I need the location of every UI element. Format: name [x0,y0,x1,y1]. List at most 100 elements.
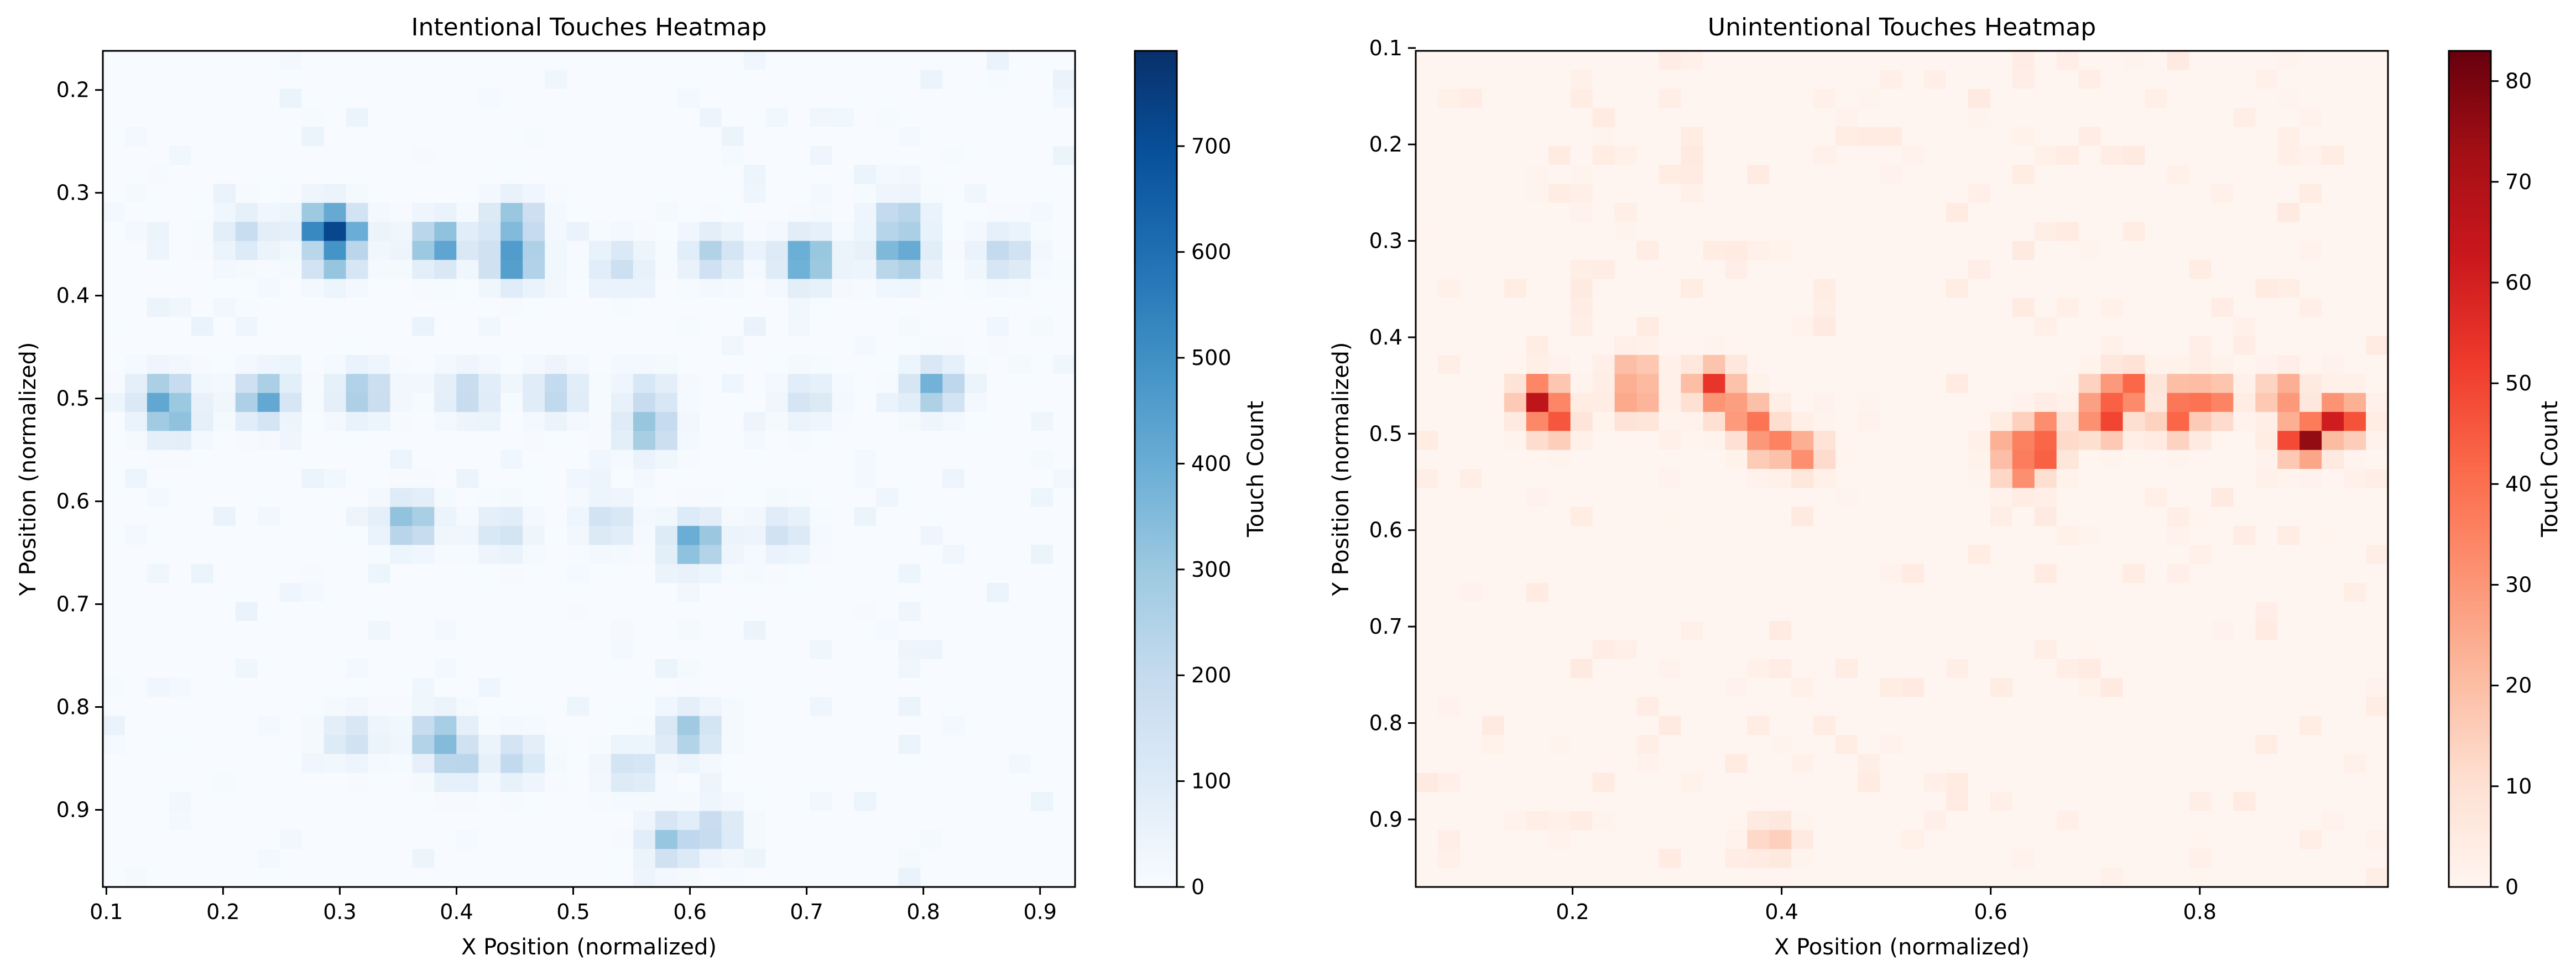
heatmap-cell [876,336,899,356]
heatmap-cell [942,849,965,869]
heatmap-cell [677,298,700,317]
heatmap-cell [1614,469,1638,488]
heatmap-cell [1703,620,1725,640]
y-tick-label: 0.3 [56,181,90,205]
heatmap-cell [301,70,325,90]
heatmap-cell [788,545,811,565]
heatmap-cell [1923,70,1947,90]
heatmap-cell [1835,354,1858,374]
heatmap-cell [1747,545,1770,565]
heatmap-cell [765,374,789,394]
heatmap-cell [1437,507,1461,526]
heatmap-cell [1526,165,1549,185]
heatmap-cell [235,545,258,565]
heatmap-cell [2123,754,2146,774]
heatmap-cell [1614,526,1638,546]
heatmap-cell [456,469,479,488]
heatmap-cell [1009,754,1031,774]
heatmap-cell [1031,222,1054,242]
heatmap-cell [2233,620,2256,640]
heatmap-cell [103,620,126,640]
heatmap-cell [1614,697,1638,717]
heatmap-cell [2145,583,2168,603]
heatmap-cell [1437,88,1461,108]
heatmap-cell [1437,354,1461,374]
heatmap-cell [567,51,590,70]
heatmap-cell [1659,70,1682,90]
heatmap-cell [1614,678,1638,697]
heatmap-cell [1570,640,1593,660]
heatmap-cell [124,127,148,147]
heatmap-cell [1009,829,1031,849]
heatmap-cell [2277,354,2300,374]
heatmap-cell [655,602,678,622]
heatmap-cell [1703,202,1725,222]
heatmap-cell [235,374,258,394]
heatmap-cell [832,222,855,242]
heatmap-cell [279,659,303,678]
heatmap-cell [1592,754,1615,774]
heatmap-cell [2211,51,2234,70]
heatmap-cell [1681,697,1703,717]
heatmap-cell [2211,507,2234,526]
heatmap-cell [1031,241,1054,260]
heatmap-cell [1769,678,1792,697]
y-tick-label: 0.2 [56,78,90,102]
heatmap-cell [898,583,921,603]
heatmap-cell [765,773,789,792]
heatmap-cell [920,526,943,546]
heatmap-cell [412,51,435,70]
heatmap-cell [390,563,413,583]
heatmap-cell [456,829,479,849]
heatmap-cell [1504,697,1527,717]
heatmap-cell [1968,545,1991,565]
heatmap-cell [1835,51,1858,70]
heatmap-cell [368,298,390,317]
heatmap-cell [346,108,369,128]
heatmap-cell [1858,431,1880,451]
heatmap-cell [2211,202,2234,222]
heatmap-cell [390,811,413,831]
heatmap-cell [169,507,192,526]
heatmap-cell [523,279,545,299]
heatmap-cell [1459,792,1483,812]
heatmap-cell [898,868,921,888]
heatmap-cell [876,829,899,849]
heatmap-cell [611,697,634,717]
heatmap-cell [1946,108,1969,128]
heatmap-cell [500,431,523,451]
heatmap-cell [1835,241,1858,260]
heatmap-cell [523,354,545,374]
heatmap-cell [942,640,965,660]
heatmap-cell [2167,165,2189,185]
heatmap-cell [765,260,789,279]
heatmap-cell [2189,868,2212,888]
heatmap-cell [1946,526,1969,546]
heatmap-cell [1437,393,1461,413]
heatmap-cell [1880,678,1902,697]
heatmap-cell [765,507,789,526]
heatmap-cell [1880,773,1902,792]
heatmap-cell [699,507,722,526]
heatmap-cell [699,431,722,451]
heatmap-cell [2277,811,2300,831]
heatmap-cell [633,51,656,70]
heatmap-cell [1437,849,1461,869]
heatmap-cell [1482,583,1505,603]
heatmap-cell [2344,792,2366,812]
heatmap-cell [832,127,855,147]
heatmap-cell [2233,354,2256,374]
heatmap-cell [876,716,899,735]
heatmap-cell [898,488,921,508]
heatmap-cell [1526,184,1549,203]
heatmap-cell [2322,88,2344,108]
heatmap-cell [1659,127,1682,147]
heatmap-cell [1416,697,1438,717]
heatmap-cell [1703,108,1725,128]
heatmap-cell [1592,450,1615,469]
heatmap-cell [1880,583,1902,603]
heatmap-cell [235,222,258,242]
heatmap-cell [1614,336,1638,356]
heatmap-cell [2277,431,2300,451]
heatmap-cell [1526,716,1549,735]
